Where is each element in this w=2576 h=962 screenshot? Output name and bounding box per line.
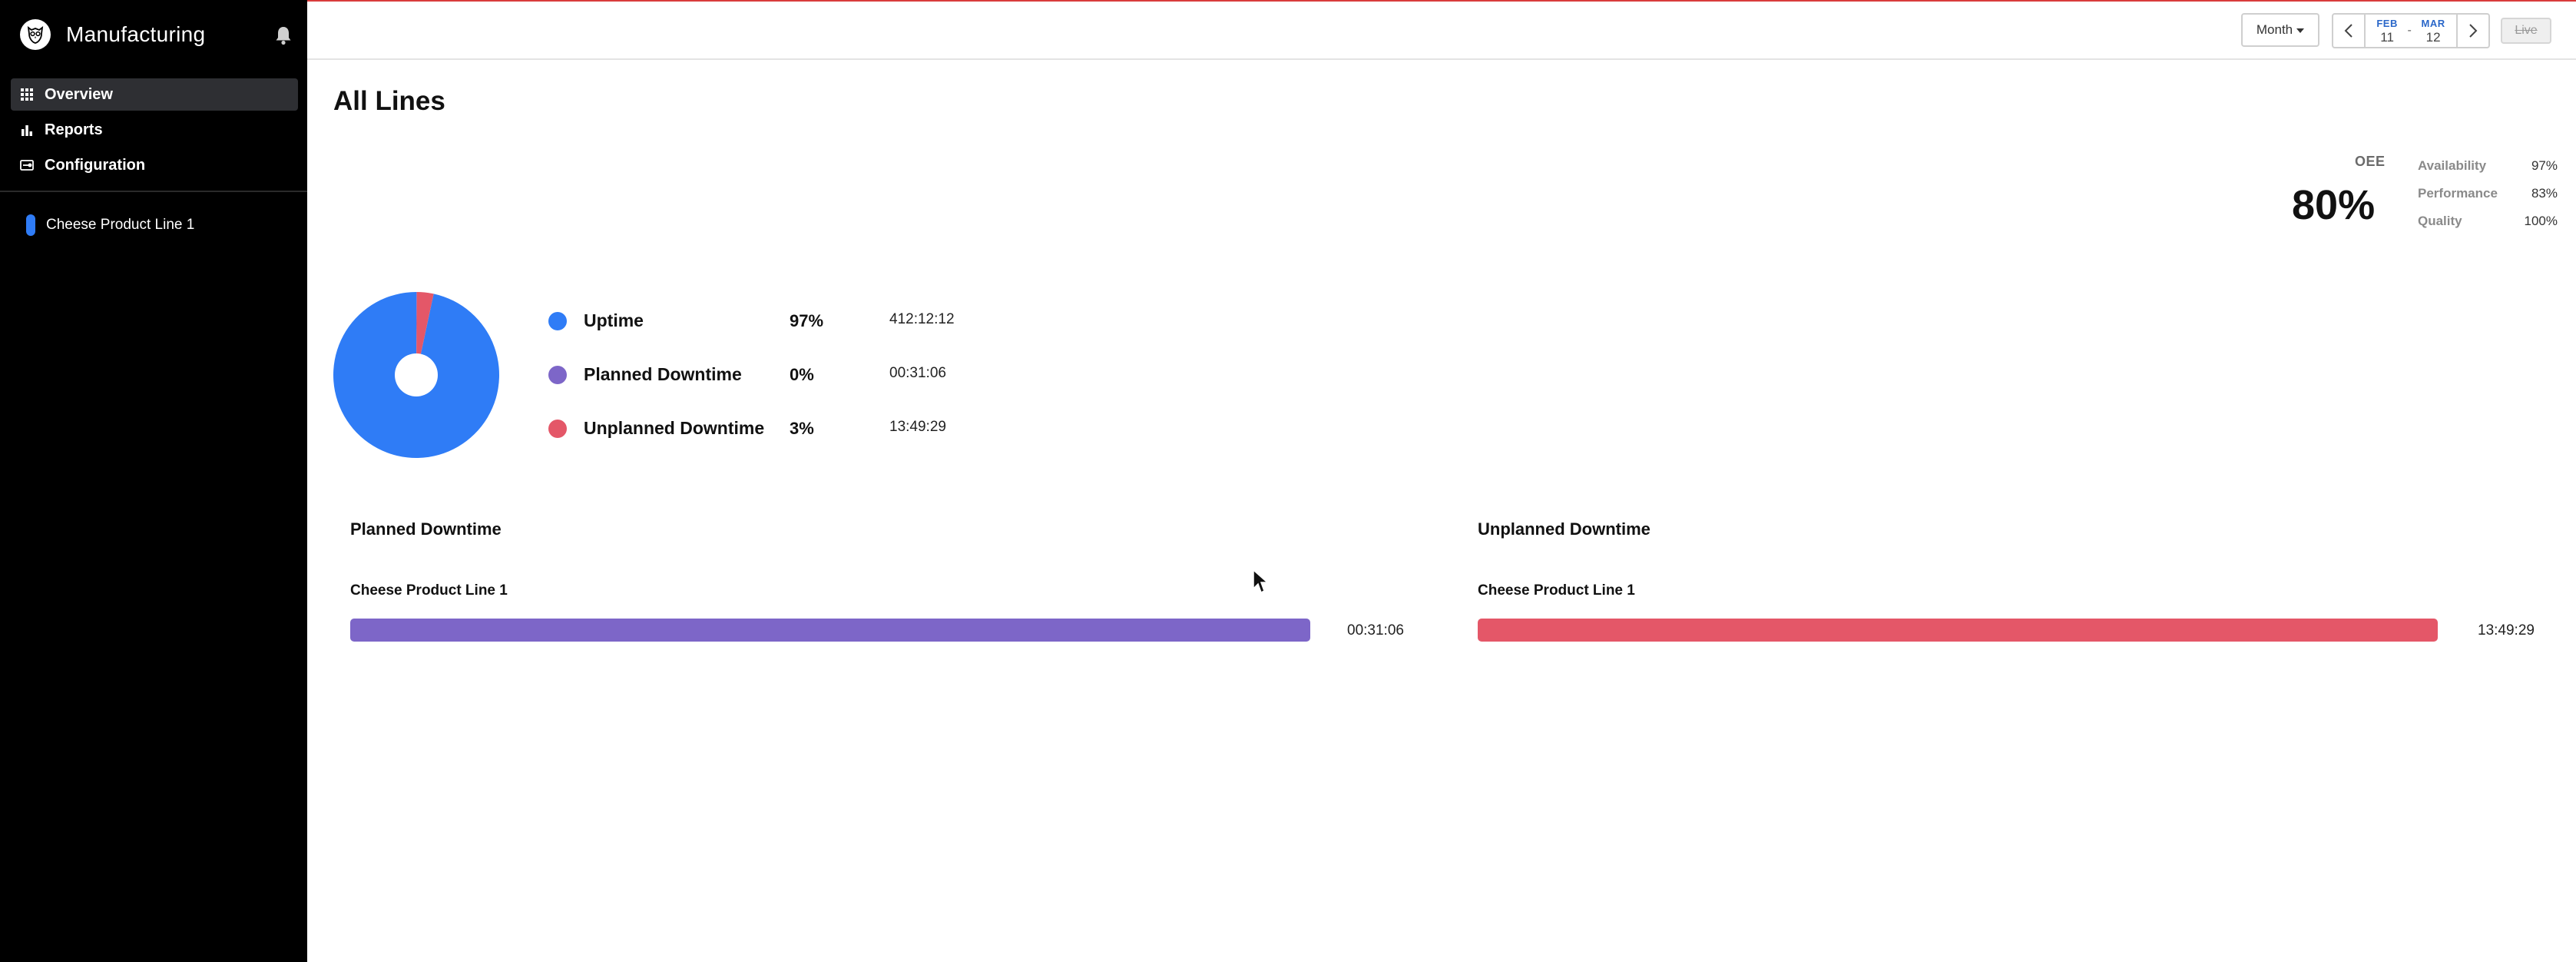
kpi-label: Availability: [2418, 158, 2487, 173]
sidebar-item-label: Overview: [45, 85, 113, 103]
grid-icon: [20, 88, 34, 101]
chevron-right-icon: [2469, 24, 2478, 38]
kpi-performance: Performance 83%: [2418, 180, 2558, 207]
sidebar-item-configuration[interactable]: Configuration: [11, 149, 298, 181]
kpi-value: 97%: [2531, 158, 2558, 173]
topbar-divider: [307, 58, 2576, 60]
unplanned-downtime-line-label: Cheese Product Line 1: [1478, 582, 1635, 599]
sidebar-item-label: Reports: [45, 121, 103, 138]
sidebar: Manufacturing Overview: [0, 0, 307, 962]
date-from[interactable]: FEB 11: [2376, 18, 2398, 44]
sidebar-divider: [0, 191, 307, 192]
mouse-pointer-icon: [1253, 569, 1269, 594]
legend-label: Planned Downtime: [584, 364, 742, 384]
time-breakdown-legend: Uptime 97% 412:12:12 Planned Downtime 0%…: [547, 304, 977, 465]
date-from-day: 11: [2380, 29, 2394, 45]
date-to-day: 12: [2425, 29, 2441, 45]
date-range-picker: FEB 11 - MAR 12: [2332, 13, 2490, 48]
legend-duration: 412:12:12: [889, 311, 955, 327]
period-select[interactable]: Month: [2241, 13, 2319, 47]
sidebar-nav: Overview Reports Configuration: [11, 78, 298, 184]
kpi-value: 83%: [2531, 186, 2558, 201]
unplanned-downtime-title: Unplanned Downtime: [1478, 519, 1651, 539]
legend-duration: 13:49:29: [889, 419, 946, 435]
chevron-left-icon: [2344, 24, 2353, 38]
legend-unplanned-downtime: Unplanned Downtime 3% 13:49:29: [547, 411, 977, 465]
legend-percent: 0%: [790, 365, 814, 384]
kpi-availability: Availability 97%: [2418, 152, 2558, 180]
kpi-label: Quality: [2418, 214, 2462, 228]
settings-panel-icon: [20, 158, 34, 172]
date-from-month: FEB: [2376, 17, 2398, 29]
kpi-metrics: Availability 97% Performance 83% Quality…: [2418, 152, 2558, 235]
legend-dot: [548, 420, 567, 438]
line-color-swatch: [26, 214, 35, 236]
date-separator: -: [2407, 24, 2412, 37]
planned-downtime-title: Planned Downtime: [350, 519, 502, 539]
legend-percent: 97%: [790, 311, 824, 330]
legend-dot: [548, 312, 567, 330]
top-accent-line: [307, 0, 2576, 2]
caret-down-icon: [2296, 28, 2305, 33]
owl-logo-icon: [20, 19, 51, 50]
planned-downtime-bar[interactable]: [350, 619, 1310, 642]
next-period-button[interactable]: [2458, 15, 2488, 47]
prev-period-button[interactable]: [2333, 15, 2364, 47]
app-title: Manufacturing: [66, 22, 206, 46]
sidebar-item-overview[interactable]: Overview: [11, 78, 298, 111]
donut-hole: [395, 353, 438, 396]
time-breakdown-donut-chart: [333, 292, 499, 458]
date-range-display: FEB 11 - MAR 12: [2364, 15, 2458, 47]
legend-planned-downtime: Planned Downtime 0% 00:31:06: [547, 357, 977, 411]
live-button[interactable]: Live: [2501, 18, 2551, 44]
legend-percent: 3%: [790, 419, 814, 438]
date-to-month: MAR: [2421, 17, 2445, 29]
kpi-label: Performance: [2418, 186, 2498, 201]
bell-icon[interactable]: [273, 25, 293, 46]
oee-value: 80%: [2292, 182, 2376, 228]
unplanned-downtime-duration: 13:49:29: [2478, 622, 2535, 639]
legend-label: Unplanned Downtime: [584, 418, 765, 438]
sidebar-item-label: Configuration: [45, 156, 146, 174]
brand: Manufacturing: [20, 17, 296, 52]
date-to[interactable]: MAR 12: [2422, 18, 2445, 44]
legend-uptime: Uptime 97% 412:12:12: [547, 304, 977, 357]
legend-dot: [548, 366, 567, 384]
oee-label: OEE: [2355, 154, 2386, 169]
page-title: All Lines: [333, 86, 445, 116]
bar-chart-icon: [20, 123, 34, 137]
planned-downtime-duration: 00:31:06: [1347, 622, 1404, 639]
sidebar-item-cheese-product-line-1[interactable]: Cheese Product Line 1: [26, 214, 194, 237]
sidebar-item-reports[interactable]: Reports: [11, 114, 298, 146]
legend-duration: 00:31:06: [889, 365, 946, 381]
period-select-value: Month: [2256, 22, 2293, 37]
legend-label: Uptime: [584, 310, 644, 330]
kpi-value: 100%: [2524, 214, 2558, 228]
line-label: Cheese Product Line 1: [46, 217, 195, 233]
planned-downtime-line-label: Cheese Product Line 1: [350, 582, 508, 599]
kpi-quality: Quality 100%: [2418, 207, 2558, 235]
unplanned-downtime-bar[interactable]: [1478, 619, 2438, 642]
